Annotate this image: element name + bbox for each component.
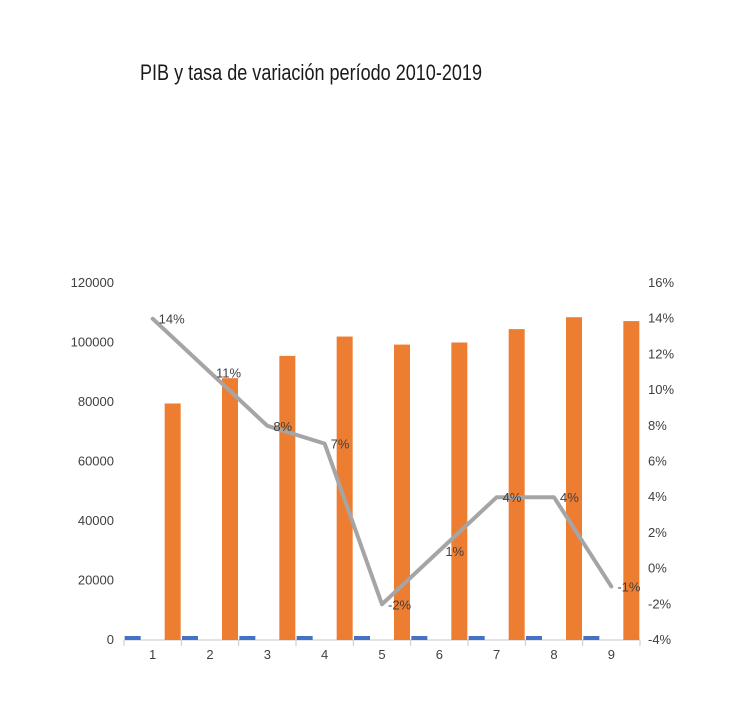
data-label: 4% [503,490,522,505]
data-label: 1% [445,544,464,559]
x-tick-label: 1 [149,647,156,662]
bar-orange [623,321,640,640]
data-label: -1% [617,579,641,594]
y-left-tick-label: 60000 [78,454,114,469]
y-right-tick-label: 8% [648,418,667,433]
line-point [496,496,498,498]
data-label: 11% [216,365,241,380]
x-tick-label: 3 [264,647,271,662]
bar-orange [279,355,296,640]
data-label: 7% [331,437,350,452]
chart-title: PIB y tasa de variación período 2010-201… [140,60,482,85]
bar-orange [451,342,468,640]
data-label: 4% [560,490,579,505]
bar-orange [566,317,582,640]
line-point [553,496,555,498]
line-point [610,585,612,587]
line-point [266,425,268,427]
line-series [150,316,614,607]
data-label: 8% [273,419,292,434]
bar-orange [222,378,238,640]
y-right-tick-label: -2% [648,596,672,611]
x-tick-label: 7 [493,647,500,662]
bar-blue [296,636,313,640]
y-right-tick-label: 16% [648,275,674,290]
data-label: 14% [159,312,185,327]
line-point [324,443,326,445]
y-right-tick-label: 4% [648,489,667,504]
bar-blue [124,636,141,640]
bar-orange [336,336,353,640]
bar-blue [526,636,542,640]
y-right-tick-label: 2% [648,525,667,540]
bar-orange [508,329,525,640]
x-tick-label: 5 [378,647,385,662]
bar-blue [583,636,600,640]
y-left-tick-label: 100000 [71,335,114,350]
bar-blue [468,636,485,640]
data-label: -2% [388,597,412,612]
y-right-tick-label: 6% [648,454,667,469]
x-tick-label: 6 [436,647,443,662]
bar-orange [164,403,181,640]
bar-orange [394,344,410,640]
bar-blue [411,636,428,640]
line-point [209,371,211,373]
y-right-tick-label: 12% [648,346,674,361]
y-right-tick-label: -4% [648,632,672,647]
y-left-tick-label: 80000 [78,394,114,409]
y-left-tick-label: 20000 [78,573,114,588]
line-point [438,550,440,552]
bar-blue [182,636,198,640]
bar-blue [239,636,256,640]
y-right-tick-label: 14% [648,311,674,326]
y-right-tick-label: 10% [648,382,674,397]
line-point [152,318,154,320]
y-right-tick-label: 0% [648,561,667,576]
y-left-tick-label: 0 [107,632,114,647]
line-point [381,603,383,605]
bar-blue [354,636,370,640]
y-left-tick-label: 120000 [71,275,114,290]
y-left-tick-label: 40000 [78,513,114,528]
x-tick-label: 9 [608,647,615,662]
x-tick-label: 2 [206,647,213,662]
x-tick-label: 8 [550,647,557,662]
x-tick-label: 4 [321,647,328,662]
